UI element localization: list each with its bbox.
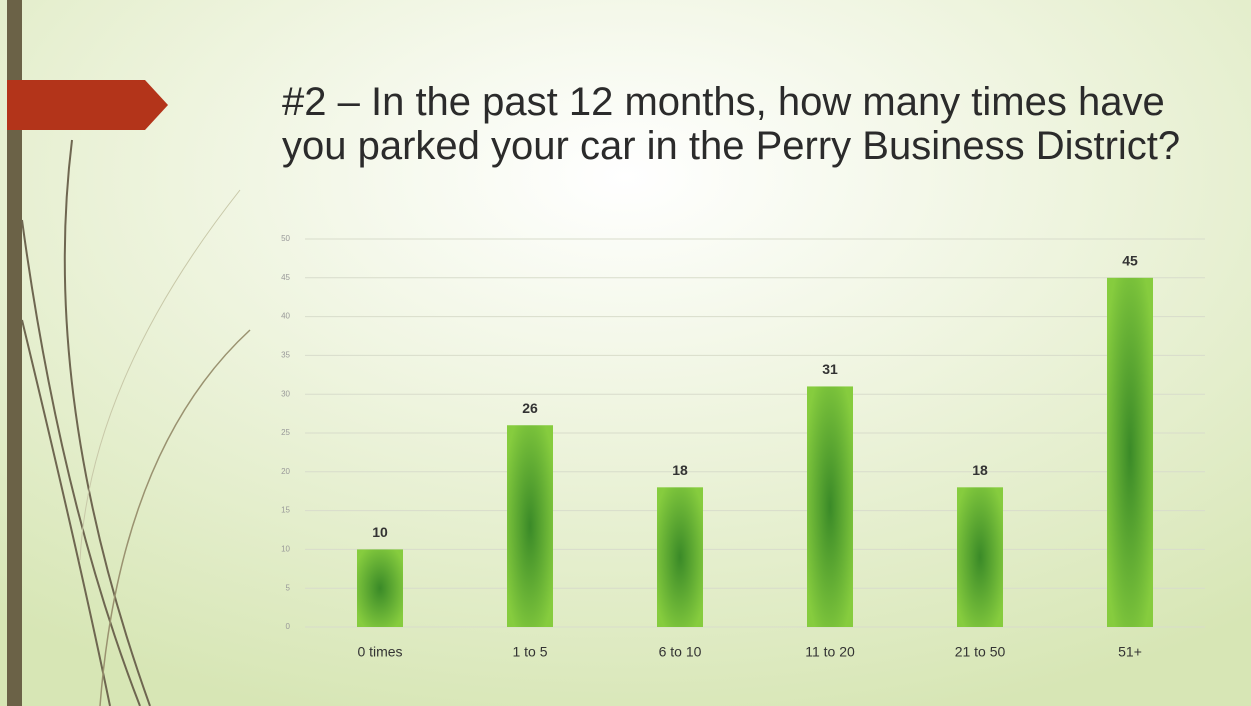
- y-tick-label: 5: [286, 583, 291, 592]
- bar: [357, 549, 403, 627]
- x-tick-label: 6 to 10: [659, 644, 702, 660]
- bar: [507, 425, 553, 627]
- y-tick-label: 20: [281, 467, 290, 476]
- x-tick-label: 11 to 20: [805, 644, 855, 660]
- y-tick-label: 30: [281, 389, 290, 398]
- value-label: 18: [672, 462, 688, 478]
- x-tick-label: 51+: [1118, 644, 1142, 660]
- decor-curves: [21, 139, 251, 706]
- value-label: 31: [822, 361, 838, 377]
- bar: [1107, 277, 1153, 627]
- y-tick-label: 0: [286, 622, 291, 631]
- y-tick-label: 15: [281, 506, 290, 515]
- title-arrow: [7, 80, 168, 130]
- y-tick-label: 50: [281, 234, 290, 243]
- y-tick-label: 10: [281, 545, 290, 554]
- x-tick-label: 21 to 50: [955, 644, 1006, 660]
- bar: [807, 386, 853, 627]
- x-tick-label: 1 to 5: [512, 644, 547, 660]
- chart-title: #2 – In the past 12 months, how many tim…: [282, 80, 1181, 168]
- y-tick-label: 25: [281, 428, 290, 437]
- value-label: 10: [372, 524, 388, 540]
- x-tick-label: 0 times: [357, 644, 402, 660]
- y-tick-label: 45: [281, 273, 290, 282]
- y-tick-label: 40: [281, 312, 290, 321]
- side-bar: [7, 0, 22, 706]
- value-label: 45: [1122, 253, 1138, 269]
- y-tick-label: 35: [281, 351, 290, 360]
- bar: [957, 487, 1003, 627]
- bar: [657, 487, 703, 627]
- value-label: 18: [972, 462, 988, 478]
- value-label: 26: [522, 400, 538, 416]
